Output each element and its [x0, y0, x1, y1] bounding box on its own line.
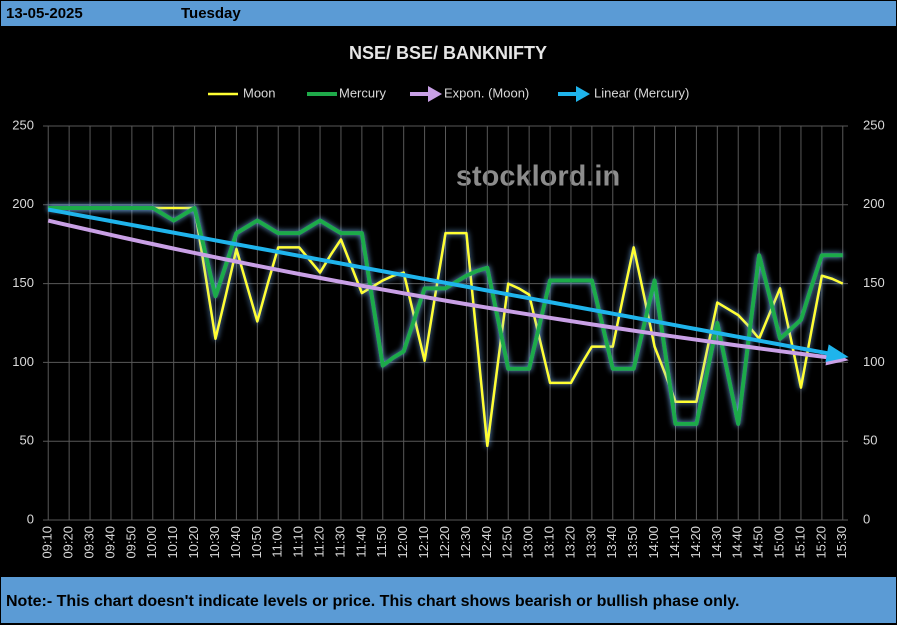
- legend-label: Moon: [243, 85, 276, 100]
- x-tick-label: 09:30: [81, 526, 96, 559]
- x-tick-label: 12:20: [437, 526, 452, 559]
- x-tick-label: 11:30: [332, 526, 347, 558]
- x-tick-label: 13:30: [583, 526, 598, 559]
- watermark: stocklord.in: [456, 161, 620, 193]
- x-tick-label: 15:30: [834, 526, 849, 559]
- y2-tick-label: 200: [863, 196, 885, 211]
- x-tick-label: 10:50: [249, 526, 264, 559]
- x-tick-label: 09:50: [123, 526, 138, 559]
- legend-label: Linear (Mercury): [594, 85, 689, 100]
- x-tick-label: 12:00: [395, 526, 410, 559]
- chart-title: NSE/ BSE/ BANKNIFTY: [349, 43, 547, 63]
- x-tick-label: 10:00: [144, 526, 159, 559]
- x-tick-label: 11:10: [291, 526, 306, 558]
- trend-arrowhead: [825, 344, 849, 363]
- header-bar: [1, 1, 896, 26]
- legend-label: Mercury: [339, 85, 386, 100]
- x-tick-label: 11:40: [353, 526, 368, 558]
- y-tick-label: 0: [27, 511, 34, 526]
- series-line: [48, 206, 844, 448]
- x-tick-label: 13:10: [541, 526, 556, 559]
- y-tick-label: 50: [20, 433, 34, 448]
- x-tick-label: 10:30: [207, 526, 222, 559]
- y-tick-label: 250: [12, 117, 34, 132]
- x-tick-label: 12:50: [500, 526, 515, 559]
- y-tick-label: 150: [12, 275, 34, 290]
- x-tick-label: 10:20: [186, 526, 201, 559]
- note: Note:- This chart doesn't indicate level…: [6, 593, 739, 610]
- x-tick-label: 11:20: [311, 526, 326, 558]
- x-tick-label: 10:10: [165, 526, 180, 559]
- x-tick-label: 14:00: [646, 526, 661, 559]
- header-date: 13-05-2025: [6, 5, 83, 22]
- legend-arrowhead: [428, 86, 442, 102]
- x-tick-label: 12:10: [416, 526, 431, 559]
- legend-arrowhead: [576, 86, 590, 102]
- legend-label: Expon. (Moon): [444, 85, 529, 100]
- x-tick-label: 12:40: [479, 526, 494, 559]
- x-tick-label: 14:20: [688, 526, 703, 559]
- x-tick-label: 10:40: [228, 526, 243, 559]
- x-tick-label: 13:20: [562, 526, 577, 559]
- y2-tick-label: 50: [863, 433, 877, 448]
- y2-tick-label: 0: [863, 511, 870, 526]
- x-tick-label: 12:30: [458, 526, 473, 559]
- x-tick-label: 13:00: [521, 526, 536, 559]
- y2-tick-label: 250: [863, 117, 885, 132]
- y2-tick-label: 150: [863, 275, 885, 290]
- note-bar: [1, 577, 896, 623]
- y-tick-label: 100: [12, 354, 34, 369]
- x-tick-label: 09:20: [61, 526, 76, 559]
- y-tick-label: 200: [12, 196, 34, 211]
- x-tick-label: 14:10: [667, 526, 682, 559]
- x-tick-label: 11:00: [270, 526, 285, 558]
- x-tick-label: 15:00: [771, 526, 786, 559]
- y2-tick-label: 100: [863, 354, 885, 369]
- trendline: [47, 218, 844, 362]
- x-tick-label: 09:40: [102, 526, 117, 559]
- x-tick-label: 13:50: [625, 526, 640, 559]
- header-day: Tuesday: [181, 5, 241, 22]
- series-line: [48, 205, 843, 426]
- x-tick-label: 14:30: [709, 526, 724, 559]
- x-tick-label: 15:10: [792, 526, 807, 559]
- x-tick-label: 13:40: [604, 526, 619, 559]
- x-tick-label: 14:50: [751, 526, 766, 559]
- x-tick-label: 15:20: [813, 526, 828, 559]
- x-tick-label: 09:10: [40, 526, 55, 559]
- trendline: [47, 207, 844, 359]
- x-tick-label: 11:50: [374, 526, 389, 558]
- x-tick-label: 14:40: [730, 526, 745, 559]
